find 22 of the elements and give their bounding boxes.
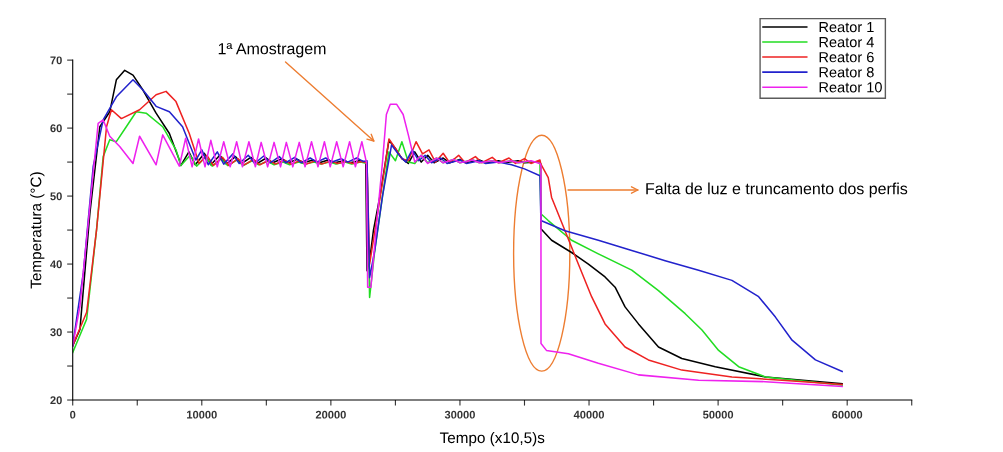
legend-label: Reator 6: [819, 52, 874, 63]
legend-label: Reator 8: [819, 67, 874, 78]
legend-label: Reator 10: [819, 82, 882, 93]
x-tick-label: 20000: [315, 410, 346, 419]
y-axis-title: Temperatura (°C): [30, 172, 45, 289]
y-tick-label: 70: [50, 56, 62, 65]
x-tick-label: 0: [70, 410, 76, 419]
y-tick-label: 60: [50, 124, 62, 133]
x-axis-title: Tempo (x10,5)s: [439, 431, 545, 447]
x-tick-label: 10000: [187, 410, 217, 419]
y-tick-label: 20: [50, 396, 62, 405]
x-tick-label: 40000: [573, 410, 605, 419]
legend-label: Reator 1: [819, 22, 874, 33]
annotation: Falta de luz e truncamento dos perfis: [646, 182, 908, 198]
legend-label: Reator 4: [819, 37, 874, 48]
y-tick-label: 30: [50, 328, 62, 337]
x-tick-label: 50000: [703, 410, 734, 419]
y-tick-label: 40: [50, 260, 62, 269]
x-tick-label: 60000: [832, 410, 863, 419]
y-tick-label: 50: [50, 192, 62, 201]
text: 1ª Amostragem: [218, 42, 326, 58]
x-tick-label: 30000: [444, 410, 475, 419]
